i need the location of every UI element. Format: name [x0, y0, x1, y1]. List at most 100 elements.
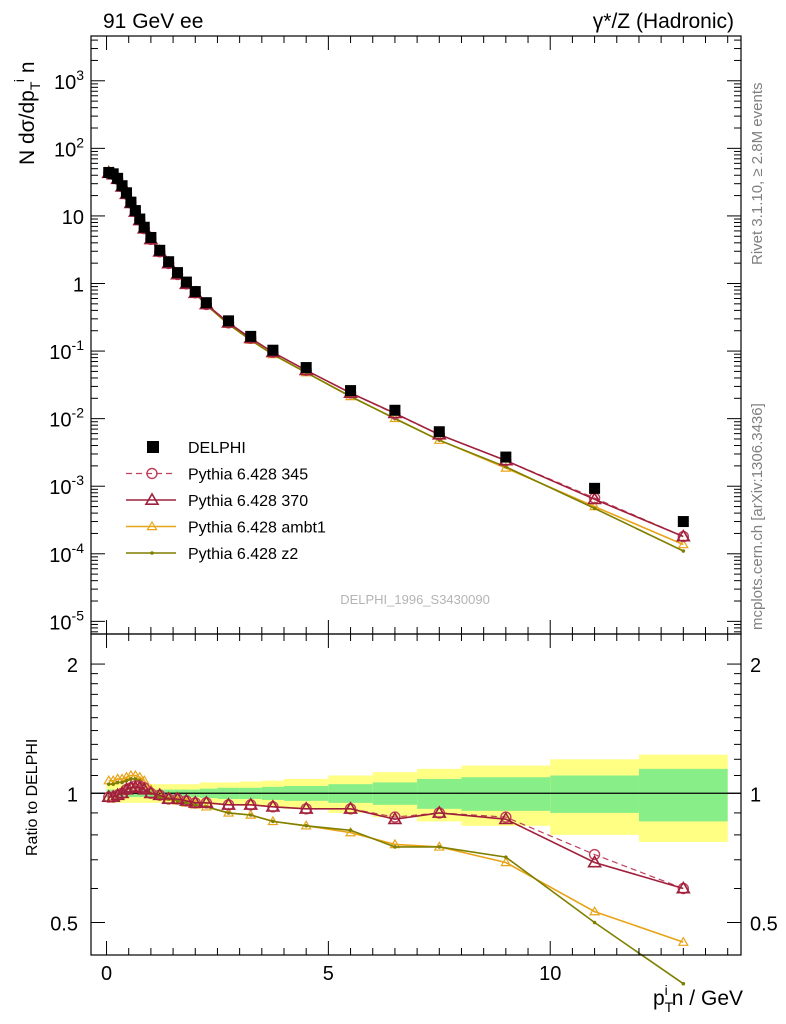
y-tick-label: 103 [54, 67, 84, 94]
stat-uncertainty-band [638, 768, 728, 822]
legend-marker [146, 467, 158, 480]
ratio-point [592, 920, 597, 925]
data-point [134, 213, 146, 225]
data-point [125, 196, 137, 208]
process-symbol: γ*/Z [593, 10, 631, 33]
data-point [389, 404, 401, 416]
x-tick-label: 10 [539, 963, 561, 985]
ratio-point [677, 936, 689, 946]
process-label: 91 GeV ee [103, 10, 203, 33]
ratio-point [170, 791, 185, 804]
data-point [116, 180, 128, 192]
data-point [589, 482, 601, 494]
y-tick-label: 10-5 [49, 607, 84, 634]
data-point [677, 538, 689, 549]
ratio-point [500, 856, 512, 867]
legend-marker [147, 441, 159, 453]
legend-marker [144, 492, 160, 506]
y-tick-label: 10-4 [49, 540, 84, 567]
ratio-point [136, 782, 152, 795]
data-point [189, 286, 201, 298]
ratio-point [265, 799, 281, 812]
legend-label: Pythia 6.428 z2 [188, 546, 298, 563]
ratio-point [681, 981, 686, 986]
legend-marker [150, 551, 154, 555]
ratio-point [675, 880, 691, 894]
ratio-point [304, 823, 308, 828]
ratio-panel: 0.5 0.5 1 1 2 2 0 5 10 [50, 633, 778, 986]
legend: DELPHI Pythia 6.428 345 Pythia 6.428 370 Py… [126, 440, 326, 563]
main-y-axis-label: N dσ/dpTi n [11, 61, 43, 165]
data-point [138, 221, 150, 233]
y-tick-label: 1 [73, 274, 84, 296]
ratio-y-tick-label: 2 [67, 655, 78, 677]
y-tick-label: 10-1 [49, 337, 84, 364]
analysis-watermark: DELPHI_1996_S3430090 [340, 592, 490, 607]
ratio-point [437, 845, 442, 849]
ratio-y-tick-label: 1 [67, 784, 78, 806]
ratio-point [124, 778, 129, 783]
stat-uncertainty-band [461, 777, 551, 811]
ratio-point [152, 787, 168, 801]
ratio-point [588, 848, 601, 861]
ratio-point [111, 782, 115, 786]
ratio-point [226, 811, 231, 815]
data-point [172, 267, 184, 279]
data-point [587, 491, 602, 505]
data-point [245, 330, 257, 342]
main-panel: 10-5 10-4 10-3 10-2 10-1 1 10 102 103 [49, 35, 742, 635]
data-point [677, 516, 689, 528]
ratio-point [393, 845, 397, 849]
ratio-y-tick-label: 0.5 [50, 913, 78, 935]
data-point [154, 244, 166, 256]
ratio-point [504, 855, 508, 859]
x-tick-label: 5 [323, 963, 334, 985]
y-tick-label: 10-3 [49, 472, 84, 499]
ratio-point [298, 801, 314, 814]
y-tick-label: 10-2 [49, 405, 84, 432]
ratio-point [120, 780, 124, 785]
data-point [592, 506, 597, 511]
data-point [120, 187, 132, 199]
ratio-point [498, 811, 514, 825]
ratio-y-tick-label-right: 1 [750, 784, 761, 806]
data-point [129, 205, 141, 217]
data-point [675, 528, 691, 542]
ratio-point [106, 782, 111, 786]
y-tick-label: 102 [54, 134, 84, 161]
ratio-point [161, 791, 177, 804]
process-name: (Hadronic) [636, 10, 734, 33]
ratio-point [348, 828, 353, 833]
legend-label: Pythia 6.428 ambt1 [188, 520, 326, 537]
data-point [112, 172, 124, 184]
ratio-point [198, 795, 214, 808]
legend-label: DELPHI [188, 440, 246, 457]
data-point [500, 451, 512, 463]
ratio-point [129, 777, 133, 781]
ratio-point [184, 801, 189, 805]
ratio-point [193, 803, 198, 807]
ratio-point [115, 780, 120, 785]
data-point [433, 426, 445, 438]
ratio-point [221, 797, 236, 810]
ratio-point [243, 797, 259, 810]
observable-label: γ*/Z (Hadronic) [593, 10, 734, 33]
ratio-y-tick-label-right: 0.5 [750, 913, 778, 935]
main-frame [90, 35, 742, 635]
ratio-point [431, 805, 447, 818]
ratio-point [119, 782, 134, 795]
data-point [145, 231, 157, 243]
ratio-frame [90, 633, 742, 956]
ratio-point [248, 813, 253, 817]
mcplots-label: mcplots.cern.ch [arXiv:1306.3436] [749, 403, 766, 630]
ratio-point [343, 801, 358, 814]
ratio-point [133, 777, 138, 781]
ratio-y-axis-label: Ratio to DELPHI [24, 739, 41, 856]
data-point [681, 549, 686, 553]
ratio-y-tick-label-right: 2 [750, 655, 761, 677]
ratio-point [187, 795, 203, 808]
rivet-version-label: Rivet 3.1.10, ≥ 2.8M events [749, 83, 766, 266]
ratio-point [271, 819, 275, 824]
x-axis-label: pTi n / GeV [653, 982, 743, 1015]
